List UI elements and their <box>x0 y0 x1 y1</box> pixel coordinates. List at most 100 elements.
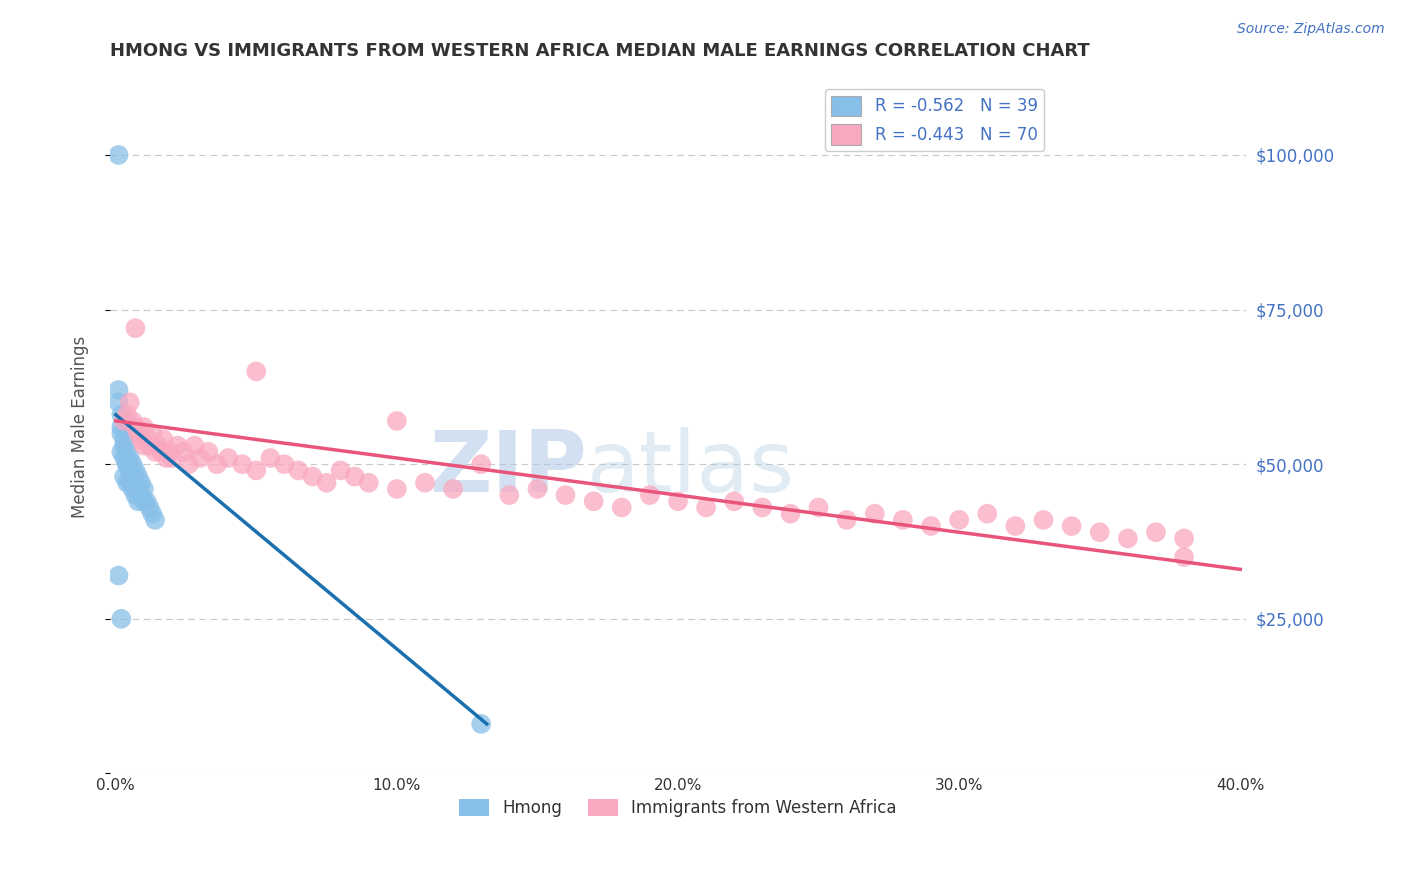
Point <box>1004 519 1026 533</box>
Point <box>107 395 129 409</box>
Text: atlas: atlas <box>588 427 796 510</box>
Point <box>138 439 160 453</box>
Point <box>110 408 132 422</box>
Point <box>127 482 149 496</box>
Point <box>315 475 337 490</box>
Point <box>413 475 436 490</box>
Point <box>863 507 886 521</box>
Point <box>166 439 188 453</box>
Point <box>107 148 129 162</box>
Point <box>554 488 576 502</box>
Point <box>948 513 970 527</box>
Point <box>160 450 183 465</box>
Point <box>110 612 132 626</box>
Point <box>124 488 146 502</box>
Text: Source: ZipAtlas.com: Source: ZipAtlas.com <box>1237 22 1385 37</box>
Point <box>1060 519 1083 533</box>
Point <box>329 463 352 477</box>
Point <box>357 475 380 490</box>
Point <box>124 475 146 490</box>
Point <box>301 469 323 483</box>
Point <box>385 414 408 428</box>
Point <box>666 494 689 508</box>
Point <box>498 488 520 502</box>
Point <box>638 488 661 502</box>
Point <box>976 507 998 521</box>
Point <box>245 364 267 378</box>
Point <box>273 457 295 471</box>
Point <box>121 469 143 483</box>
Point <box>121 475 143 490</box>
Point <box>146 439 169 453</box>
Point <box>121 414 143 428</box>
Point <box>695 500 717 515</box>
Point <box>1116 532 1139 546</box>
Point <box>582 494 605 508</box>
Point <box>115 475 138 490</box>
Point <box>110 420 132 434</box>
Point <box>115 457 138 471</box>
Point <box>526 482 548 496</box>
Point <box>115 445 138 459</box>
Point <box>110 445 132 459</box>
Point <box>127 426 149 441</box>
Point <box>121 482 143 496</box>
Point <box>259 450 281 465</box>
Text: HMONG VS IMMIGRANTS FROM WESTERN AFRICA MEDIAN MALE EARNINGS CORRELATION CHART: HMONG VS IMMIGRANTS FROM WESTERN AFRICA … <box>110 42 1090 60</box>
Point <box>141 426 163 441</box>
Point <box>112 439 135 453</box>
Point <box>121 457 143 471</box>
Point <box>135 433 157 447</box>
Point <box>135 494 157 508</box>
Y-axis label: Median Male Earnings: Median Male Earnings <box>72 336 89 518</box>
Point <box>118 450 141 465</box>
Point <box>107 568 129 582</box>
Text: ZIP: ZIP <box>429 427 588 510</box>
Point <box>205 457 228 471</box>
Point <box>143 445 166 459</box>
Point <box>129 433 152 447</box>
Point <box>183 439 205 453</box>
Point <box>143 513 166 527</box>
Point <box>723 494 745 508</box>
Point <box>245 463 267 477</box>
Point <box>132 482 155 496</box>
Point <box>172 445 194 459</box>
Point <box>217 450 239 465</box>
Point <box>1173 549 1195 564</box>
Point <box>107 383 129 397</box>
Point <box>112 414 135 428</box>
Point <box>129 488 152 502</box>
Point <box>132 494 155 508</box>
Point <box>115 408 138 422</box>
Point <box>110 426 132 441</box>
Point <box>112 450 135 465</box>
Point <box>118 463 141 477</box>
Point <box>779 507 801 521</box>
Point <box>1032 513 1054 527</box>
Point <box>127 494 149 508</box>
Point <box>118 395 141 409</box>
Point <box>891 513 914 527</box>
Point <box>124 463 146 477</box>
Point <box>127 469 149 483</box>
Point <box>610 500 633 515</box>
Point <box>231 457 253 471</box>
Point <box>141 507 163 521</box>
Point <box>132 420 155 434</box>
Point <box>149 445 172 459</box>
Point <box>1173 532 1195 546</box>
Legend: Hmong, Immigrants from Western Africa: Hmong, Immigrants from Western Africa <box>453 792 903 824</box>
Point <box>470 717 492 731</box>
Point <box>152 433 174 447</box>
Point <box>188 450 211 465</box>
Point <box>343 469 366 483</box>
Point <box>441 482 464 496</box>
Point <box>835 513 858 527</box>
Point <box>157 445 180 459</box>
Point <box>115 457 138 471</box>
Point <box>129 475 152 490</box>
Point <box>112 433 135 447</box>
Point <box>138 500 160 515</box>
Point <box>807 500 830 515</box>
